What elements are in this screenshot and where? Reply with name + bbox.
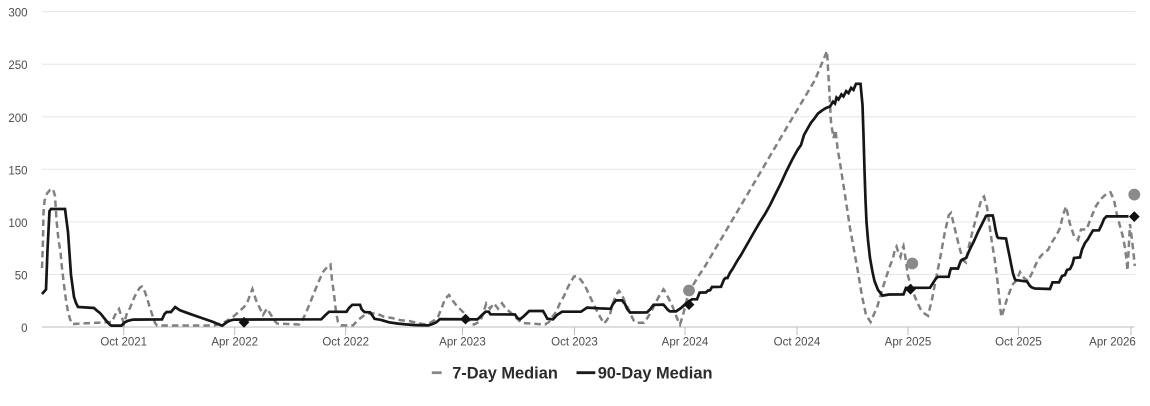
svg-text:Oct 2025: Oct 2025 bbox=[995, 337, 1042, 349]
svg-text:Oct 2023: Oct 2023 bbox=[551, 337, 598, 349]
svg-text:90-Day Median: 90-Day Median bbox=[598, 364, 713, 382]
svg-text:150: 150 bbox=[8, 165, 27, 177]
svg-text:7-Day Median: 7-Day Median bbox=[452, 364, 558, 382]
svg-text:Apr 2026: Apr 2026 bbox=[1089, 337, 1136, 349]
svg-text:Oct 2022: Oct 2022 bbox=[322, 337, 369, 349]
svg-text:0: 0 bbox=[21, 323, 27, 335]
svg-text:Oct 2021: Oct 2021 bbox=[100, 337, 147, 349]
svg-text:250: 250 bbox=[8, 60, 27, 72]
svg-text:Apr 2024: Apr 2024 bbox=[662, 337, 709, 349]
svg-text:100: 100 bbox=[8, 218, 27, 230]
svg-text:Apr 2023: Apr 2023 bbox=[439, 337, 486, 349]
svg-text:Oct 2024: Oct 2024 bbox=[774, 337, 821, 349]
svg-text:300: 300 bbox=[8, 8, 27, 20]
svg-text:50: 50 bbox=[15, 270, 28, 282]
svg-text:200: 200 bbox=[8, 113, 27, 125]
svg-text:Apr 2025: Apr 2025 bbox=[885, 337, 932, 349]
svg-text:Apr 2022: Apr 2022 bbox=[211, 337, 258, 349]
